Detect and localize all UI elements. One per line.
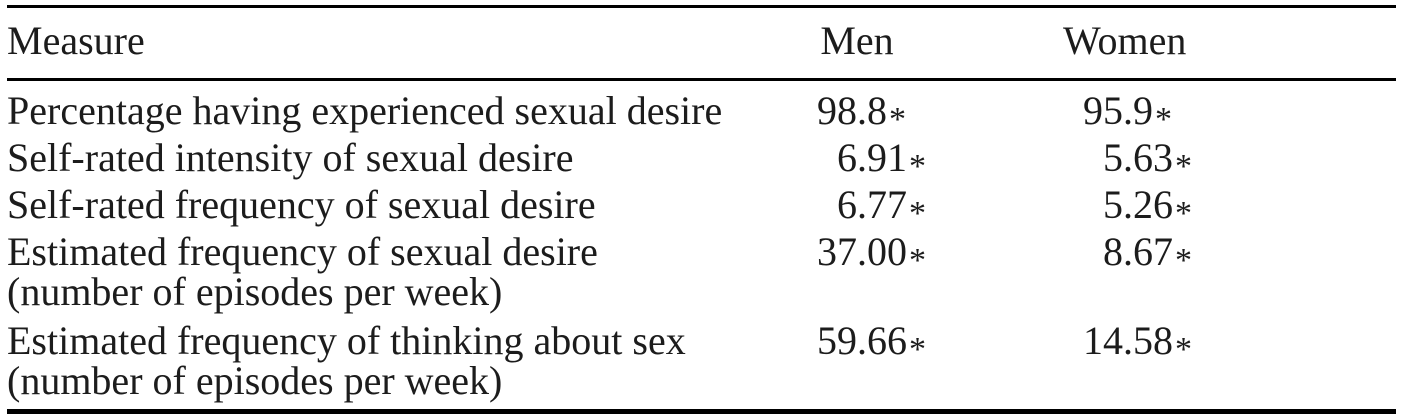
table-row: Self-rated frequency of sexual desire 6.… bbox=[7, 182, 1396, 233]
value-fraction: .77 bbox=[857, 182, 907, 227]
value-fraction: .66 bbox=[857, 318, 907, 363]
column-header-measure: Measure bbox=[7, 18, 145, 63]
significance-asterisk: * bbox=[1175, 331, 1192, 368]
value-fraction: .58 bbox=[1123, 318, 1173, 363]
women-value-cell: 95.9* bbox=[1063, 80, 1396, 139]
table-row: Self-rated intensity of sexual desire 6.… bbox=[7, 135, 1396, 186]
measure-label: Self-rated intensity of sexual desire bbox=[7, 135, 574, 180]
men-value-cell: 6.91* bbox=[797, 135, 1063, 186]
value-fraction: .26 bbox=[1123, 182, 1173, 227]
measure-cell: Self-rated intensity of sexual desire bbox=[7, 136, 797, 183]
table-head: Measure Men Women bbox=[7, 7, 1396, 80]
measure-label: Estimated frequency of thinking about se… bbox=[7, 318, 686, 363]
value-fraction: .91 bbox=[857, 135, 907, 180]
table-body: Percentage having experienced sexual des… bbox=[7, 80, 1396, 413]
men-value-cell: 59.66* bbox=[797, 312, 1063, 413]
women-value-cell: 14.58* bbox=[1063, 312, 1396, 413]
measure-note: (number of episodes per week) bbox=[7, 269, 503, 314]
significance-asterisk: * bbox=[909, 148, 926, 185]
value-fraction: .67 bbox=[1123, 229, 1173, 274]
significance-asterisk: * bbox=[1175, 148, 1192, 185]
table-row: Estimated frequency of sexual desire (nu… bbox=[7, 230, 1396, 312]
header-row: Measure Men Women bbox=[7, 7, 1396, 80]
men-value-cell: 37.00* bbox=[797, 230, 1063, 312]
measure-label: Self-rated frequency of sexual desire bbox=[7, 182, 596, 227]
column-header-women-label: Women bbox=[1063, 18, 1187, 63]
significance-asterisk: * bbox=[1155, 101, 1172, 138]
value-fraction: .9 bbox=[1123, 88, 1153, 133]
men-value-cell: 98.8* bbox=[797, 80, 1063, 139]
summary-table: Measure Men Women Percentage having expe… bbox=[7, 5, 1396, 414]
value-integer: 5 bbox=[1103, 182, 1123, 227]
value-integer: 8 bbox=[1103, 229, 1123, 274]
measure-cell: Estimated frequency of sexual desire (nu… bbox=[7, 230, 797, 312]
significance-asterisk: * bbox=[909, 331, 926, 368]
table-row: Percentage having experienced sexual des… bbox=[7, 80, 1396, 139]
men-value-cell: 6.77* bbox=[797, 182, 1063, 233]
significance-asterisk: * bbox=[909, 242, 926, 279]
measure-cell: Estimated frequency of thinking about se… bbox=[7, 312, 797, 413]
value-integer: 6 bbox=[837, 182, 857, 227]
value-integer: 37 bbox=[817, 229, 857, 274]
table-row: Estimated frequency of thinking about se… bbox=[7, 312, 1396, 413]
significance-asterisk: * bbox=[909, 195, 926, 232]
women-value-cell: 8.67* bbox=[1063, 230, 1396, 312]
column-header-men: Men bbox=[797, 7, 1063, 80]
value-integer: 6 bbox=[837, 135, 857, 180]
measure-label: Percentage having experienced sexual des… bbox=[7, 88, 723, 133]
value-integer: 5 bbox=[1103, 135, 1123, 180]
measure-cell: Self-rated frequency of sexual desire bbox=[7, 183, 797, 230]
value-integer: 59 bbox=[817, 318, 857, 363]
column-header-women: Women bbox=[1063, 7, 1396, 80]
significance-asterisk: * bbox=[1175, 195, 1192, 232]
significance-asterisk: * bbox=[889, 101, 906, 138]
value-integer: 98 bbox=[817, 88, 857, 133]
measure-label: Estimated frequency of sexual desire bbox=[7, 229, 598, 274]
measure-note: (number of episodes per week) bbox=[7, 358, 503, 403]
women-value-cell: 5.26* bbox=[1063, 182, 1396, 233]
women-value-cell: 5.63* bbox=[1063, 135, 1396, 186]
value-fraction: .63 bbox=[1123, 135, 1173, 180]
value-integer: 95 bbox=[1083, 88, 1123, 133]
column-header-men-label: Men bbox=[820, 18, 894, 63]
measure-cell: Percentage having experienced sexual des… bbox=[7, 80, 797, 137]
significance-asterisk: * bbox=[1175, 242, 1192, 279]
value-fraction: .00 bbox=[857, 229, 907, 274]
value-integer: 14 bbox=[1083, 318, 1123, 363]
value-fraction: .8 bbox=[857, 88, 887, 133]
